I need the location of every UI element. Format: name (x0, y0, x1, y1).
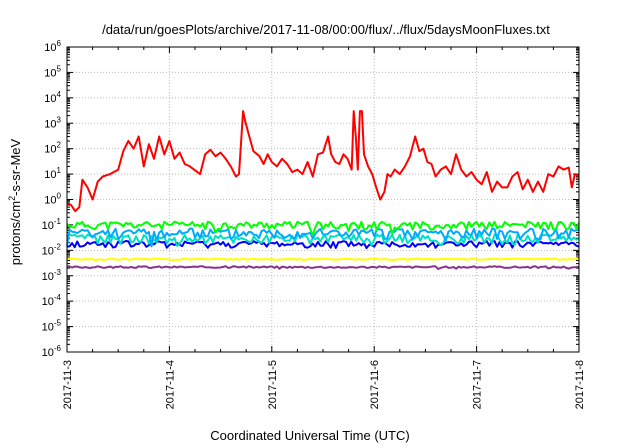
y-tick-exp: -6 (54, 344, 62, 353)
x-axis-ticks: 2017-11-3 2017-11-4 2017-11-5 2017-11-6 2017… (62, 47, 586, 409)
x-tick-label: 2017-11-7 (472, 360, 484, 409)
x-tick-label: 2017-11-4 (164, 360, 176, 409)
y-tick-label: 100 (44, 192, 61, 207)
y-tick-exp: -4 (54, 293, 62, 302)
y-tick-label: 10-4 (42, 293, 62, 308)
y-tick-label: 105 (44, 64, 61, 79)
y-axis-label-sup: 2 (7, 196, 17, 201)
y-axis-label-rest: -s-sr-MeV (8, 138, 23, 195)
x-tick-label: 2017-11-8 (574, 360, 586, 409)
x-tick-label: 2017-11-3 (62, 360, 74, 409)
x-tick-label: 2017-11-5 (267, 360, 279, 409)
y-tick-exp: 2 (57, 141, 62, 150)
y-tick-exp: -5 (54, 319, 62, 328)
plot-frame (66, 46, 580, 353)
y-tick-base: 10 (44, 42, 56, 54)
series-line (66, 257, 580, 262)
x-axis-label: Coordinated Universal Time (UTC) (210, 428, 409, 443)
series-line (66, 110, 580, 213)
y-tick-base: 10 (44, 67, 56, 79)
y-tick-exp: -1 (54, 217, 62, 226)
y-tick-base: 10 (44, 118, 56, 130)
series-line (67, 265, 580, 270)
y-tick-label: 101 (44, 166, 61, 181)
y-tick-label: 102 (44, 141, 61, 156)
y-tick-exp: 0 (57, 192, 62, 201)
y-tick-label: 10-6 (42, 344, 62, 359)
y-tick-label: 10-2 (42, 242, 62, 257)
y-tick-base: 10 (44, 93, 56, 105)
y-tick-exp: -3 (54, 268, 62, 277)
y-tick-exp: 1 (57, 166, 62, 175)
y-tick-label: 10-1 (42, 217, 62, 232)
chart-title: /data/run/goesPlots/archive/2017-11-08/0… (102, 22, 550, 37)
series-line (66, 220, 580, 237)
y-tick-base: 10 (42, 322, 54, 334)
grid-lines (67, 47, 579, 352)
y-tick-exp: 6 (57, 39, 62, 48)
y-tick-exp: 5 (57, 64, 62, 73)
y-axis-label: protons/cm2-s-sr-MeV (7, 138, 23, 265)
x-tick-label: 2017-11-6 (369, 360, 381, 409)
y-tick-base: 10 (44, 144, 56, 156)
y-tick-label: 104 (44, 90, 61, 105)
y-tick-base: 10 (44, 169, 56, 181)
y-axis-label-base: protons/cm (8, 201, 23, 265)
y-tick-base: 10 (42, 347, 54, 359)
y-tick-exp: -2 (54, 242, 62, 251)
y-tick-label: 103 (44, 115, 61, 130)
y-tick-base: 10 (42, 296, 54, 308)
series-group (66, 110, 580, 270)
y-tick-label: 10-5 (42, 319, 62, 334)
series-line (66, 227, 580, 248)
y-tick-base: 10 (42, 245, 54, 257)
y-tick-exp: 4 (57, 90, 62, 99)
y-axis-ticks: 10-610-510-410-310-210-11001011021031041… (42, 39, 579, 359)
y-tick-label: 106 (44, 39, 61, 54)
y-tick-base: 10 (44, 195, 56, 207)
y-tick-exp: 3 (57, 115, 62, 124)
y-tick-base: 10 (42, 220, 54, 232)
y-tick-base: 10 (42, 271, 54, 283)
y-tick-label: 10-3 (42, 268, 62, 283)
